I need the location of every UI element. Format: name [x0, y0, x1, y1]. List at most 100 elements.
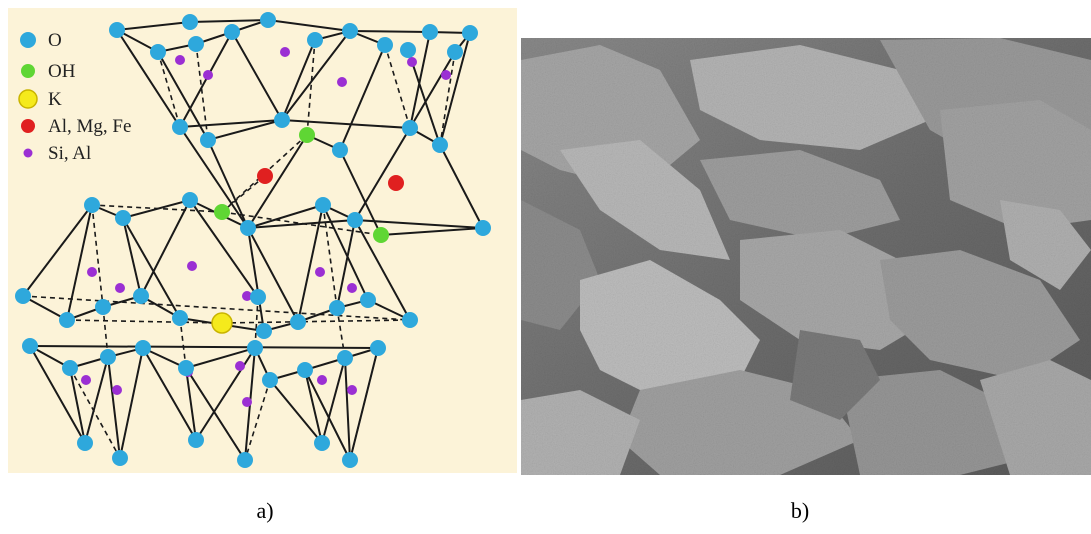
- o-atom: [22, 338, 38, 354]
- o-atom: [100, 349, 116, 365]
- o-atom: [115, 210, 131, 226]
- o-atom: [260, 12, 276, 28]
- si-atom: [280, 47, 290, 57]
- bond: [84, 356, 109, 444]
- bond: [122, 217, 181, 319]
- si-atom: [347, 283, 357, 293]
- o-atom: [240, 220, 256, 236]
- si-atom: [337, 77, 347, 87]
- si-atom: [315, 267, 325, 277]
- metal-atom: [257, 168, 273, 184]
- o-atom: [133, 288, 149, 304]
- o-atom: [135, 340, 151, 356]
- si-atom: [242, 397, 252, 407]
- o-atom: [290, 314, 306, 330]
- bond: [247, 227, 299, 323]
- o-atom: [402, 120, 418, 136]
- caption: b): [791, 498, 809, 523]
- bond: [189, 199, 259, 298]
- oh-atom: [299, 127, 315, 143]
- legend-label: OH: [48, 61, 76, 82]
- bond: [69, 367, 121, 459]
- legend-swatch: [18, 89, 38, 109]
- bond: [322, 204, 369, 301]
- o-atom: [262, 372, 278, 388]
- o-atom: [77, 435, 93, 451]
- bond: [157, 30, 351, 142]
- si-atom: [115, 283, 125, 293]
- o-atom: [462, 25, 478, 41]
- bond: [122, 217, 142, 297]
- o-atom: [342, 452, 358, 468]
- o-atom: [182, 192, 198, 208]
- legend-swatch: [21, 119, 35, 133]
- o-atom: [256, 323, 272, 339]
- legend-label: K: [48, 89, 62, 110]
- o-atom: [332, 142, 348, 158]
- o-atom: [188, 432, 204, 448]
- bond: [221, 319, 411, 324]
- si-atom: [112, 385, 122, 395]
- o-atom: [59, 312, 75, 328]
- bond: [306, 39, 316, 136]
- si-atom: [187, 261, 197, 271]
- o-atom: [400, 42, 416, 58]
- metal-atom: [388, 175, 404, 191]
- o-atom: [432, 137, 448, 153]
- o-atom: [224, 24, 240, 40]
- bond: [439, 51, 456, 146]
- o-atom: [337, 350, 353, 366]
- o-atom: [84, 197, 100, 213]
- bond: [336, 219, 356, 309]
- si-atom: [203, 70, 213, 80]
- bond: [321, 357, 346, 444]
- bond: [247, 227, 265, 332]
- oh-atom: [214, 204, 230, 220]
- bond: [91, 204, 223, 213]
- si-atom: [87, 267, 97, 277]
- si-atom: [441, 70, 451, 80]
- o-atom: [95, 299, 111, 315]
- bond: [29, 345, 379, 349]
- bond: [185, 367, 246, 461]
- caption: a): [256, 498, 273, 523]
- o-atom: [377, 37, 393, 53]
- o-atom: [314, 435, 330, 451]
- bond: [179, 118, 441, 146]
- o-atom: [178, 360, 194, 376]
- o-atom: [274, 112, 290, 128]
- o-atom: [188, 36, 204, 52]
- o-atom: [422, 24, 438, 40]
- o-atom: [475, 220, 491, 236]
- o-atom: [150, 44, 166, 60]
- bond: [91, 204, 104, 308]
- o-atom: [307, 32, 323, 48]
- o-atom: [370, 340, 386, 356]
- o-atom: [172, 310, 188, 326]
- o-atom: [237, 452, 253, 468]
- bond: [29, 345, 379, 382]
- bond: [384, 44, 411, 129]
- bond: [297, 204, 324, 323]
- si-atom: [242, 291, 252, 301]
- si-atom: [81, 375, 91, 385]
- o-atom: [360, 292, 376, 308]
- bond: [231, 29, 387, 151]
- o-atom: [250, 289, 266, 305]
- legend-swatch: [23, 148, 33, 158]
- bond: [349, 347, 379, 461]
- bond: [22, 295, 411, 321]
- structure-panel: [8, 8, 517, 473]
- legend-label: Al, Mg, Fe: [48, 116, 131, 137]
- o-atom: [297, 362, 313, 378]
- si-atom: [235, 361, 245, 371]
- bond: [221, 175, 266, 213]
- bond: [354, 219, 411, 321]
- si-atom: [175, 55, 185, 65]
- bond: [244, 379, 271, 461]
- o-atom: [342, 23, 358, 39]
- o-atom: [112, 450, 128, 466]
- bond: [207, 127, 411, 230]
- o-atom: [172, 119, 188, 135]
